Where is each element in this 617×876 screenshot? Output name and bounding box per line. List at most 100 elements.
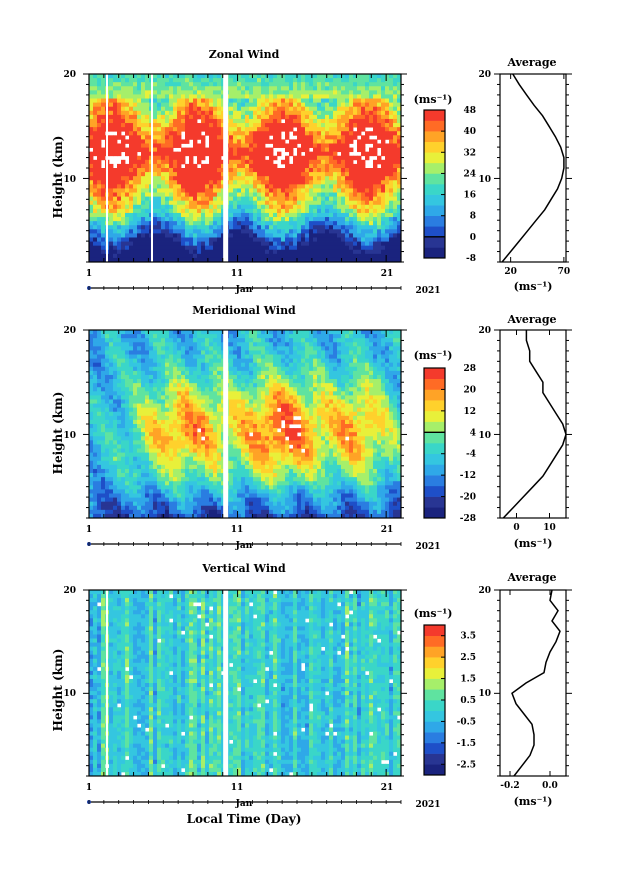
heatmap-cell — [373, 168, 378, 173]
heatmap-cell — [313, 110, 318, 116]
heatmap-cell — [209, 82, 214, 87]
heatmap-cell — [329, 168, 334, 173]
heatmap-cell — [117, 338, 122, 343]
heatmap-cell — [157, 110, 162, 116]
heatmap-cell — [93, 497, 98, 503]
heatmap-cell — [261, 200, 266, 206]
heatmap-cell — [205, 118, 210, 124]
heatmap-cell — [373, 188, 378, 193]
heatmap-cell — [121, 78, 126, 83]
heatmap-cell — [133, 151, 138, 157]
heatmap-cell — [157, 448, 162, 454]
heatmap-cell — [185, 139, 190, 144]
heatmap-cell — [157, 241, 162, 247]
heatmap-cell — [105, 501, 110, 507]
heatmap-cell — [157, 473, 162, 478]
heatmap-cell — [189, 241, 194, 247]
heatmap-cell — [173, 415, 178, 421]
heatmap-cell — [341, 249, 346, 255]
heatmap-cell — [257, 176, 262, 181]
heatmap-cell — [369, 98, 374, 104]
heatmap-cell — [141, 257, 146, 263]
heatmap-cell — [177, 118, 182, 124]
heatmap-cell — [201, 168, 206, 173]
heatmap-cell — [173, 143, 178, 148]
heatmap-cell — [325, 237, 330, 242]
heatmap-cell — [145, 147, 150, 153]
heatmap-cell — [277, 82, 282, 87]
heatmap-cell — [213, 114, 218, 120]
heatmap-cell — [177, 221, 182, 226]
heatmap-cell — [393, 94, 398, 99]
heatmap-cell — [97, 200, 102, 206]
heatmap-cell — [177, 155, 182, 161]
heatmap-cell — [309, 245, 314, 251]
heatmap-cell — [373, 118, 378, 124]
heatmap-cell — [249, 147, 254, 153]
heatmap-cell — [161, 78, 166, 83]
heatmap-cell — [305, 196, 310, 202]
heatmap-cell — [169, 172, 174, 177]
heatmap-cell — [181, 366, 186, 372]
heatmap-cell — [113, 346, 118, 351]
heatmap-cell — [153, 135, 158, 140]
heatmap-cell — [97, 362, 102, 368]
heatmap-cell — [329, 188, 334, 193]
heatmap-cell — [245, 110, 250, 116]
heatmap-cell — [113, 253, 118, 259]
heatmap-cell — [193, 188, 198, 193]
heatmap-cell — [397, 253, 402, 259]
heatmap-cell — [397, 237, 402, 242]
heatmap-cell — [393, 176, 398, 181]
heatmap-cell — [285, 168, 290, 173]
heatmap-cell — [197, 180, 202, 185]
heatmap-cell — [177, 253, 182, 259]
heatmap-cell — [241, 155, 246, 161]
heatmap-cell — [297, 208, 302, 214]
heatmap-cell — [325, 204, 330, 210]
heatmap-cell — [97, 188, 102, 193]
heatmap-cell — [313, 131, 318, 136]
heatmap-cell — [277, 200, 282, 206]
heatmap-cell — [233, 245, 238, 251]
heatmap-cell — [97, 184, 102, 189]
heatmap-cell — [393, 200, 398, 206]
heatmap-cell — [149, 411, 154, 417]
heatmap-cell — [313, 229, 318, 234]
heatmap-cell — [165, 82, 170, 87]
heatmap-cell — [385, 188, 390, 193]
heatmap-cell — [113, 110, 118, 116]
heatmap-cell — [141, 387, 146, 392]
heatmap-cell — [277, 78, 282, 83]
heatmap-cell — [125, 131, 130, 136]
heatmap-cell — [229, 90, 234, 95]
heatmap-cell — [273, 257, 278, 263]
heatmap-cell — [109, 493, 114, 498]
heatmap-cell — [121, 415, 126, 421]
heatmap-cell — [129, 147, 134, 153]
heatmap-cell — [113, 473, 118, 478]
heatmap-cell — [201, 188, 206, 193]
heatmap-cell — [217, 225, 222, 230]
heatmap-cell — [265, 94, 270, 99]
heatmap-cell — [197, 415, 202, 421]
heatmap-cell — [369, 200, 374, 206]
heatmap-cell — [317, 139, 322, 144]
heatmap-cell — [129, 249, 134, 255]
heatmap-cell — [189, 118, 194, 124]
heatmap-cell — [189, 245, 194, 251]
heatmap-cell — [157, 86, 162, 91]
heatmap-cell — [113, 180, 118, 185]
heatmap-cell — [117, 411, 122, 417]
heatmap-cell — [233, 208, 238, 214]
heatmap-cell — [213, 139, 218, 144]
heatmap-cell — [369, 253, 374, 259]
heatmap-cell — [241, 176, 246, 181]
heatmap-cell — [341, 151, 346, 157]
heatmap-cell — [137, 379, 142, 384]
heatmap-cell — [325, 221, 330, 226]
colorbar-segment — [424, 247, 445, 259]
heatmap-cell — [109, 448, 114, 454]
heatmap-cell — [133, 485, 138, 490]
heatmap-cell — [129, 456, 134, 462]
